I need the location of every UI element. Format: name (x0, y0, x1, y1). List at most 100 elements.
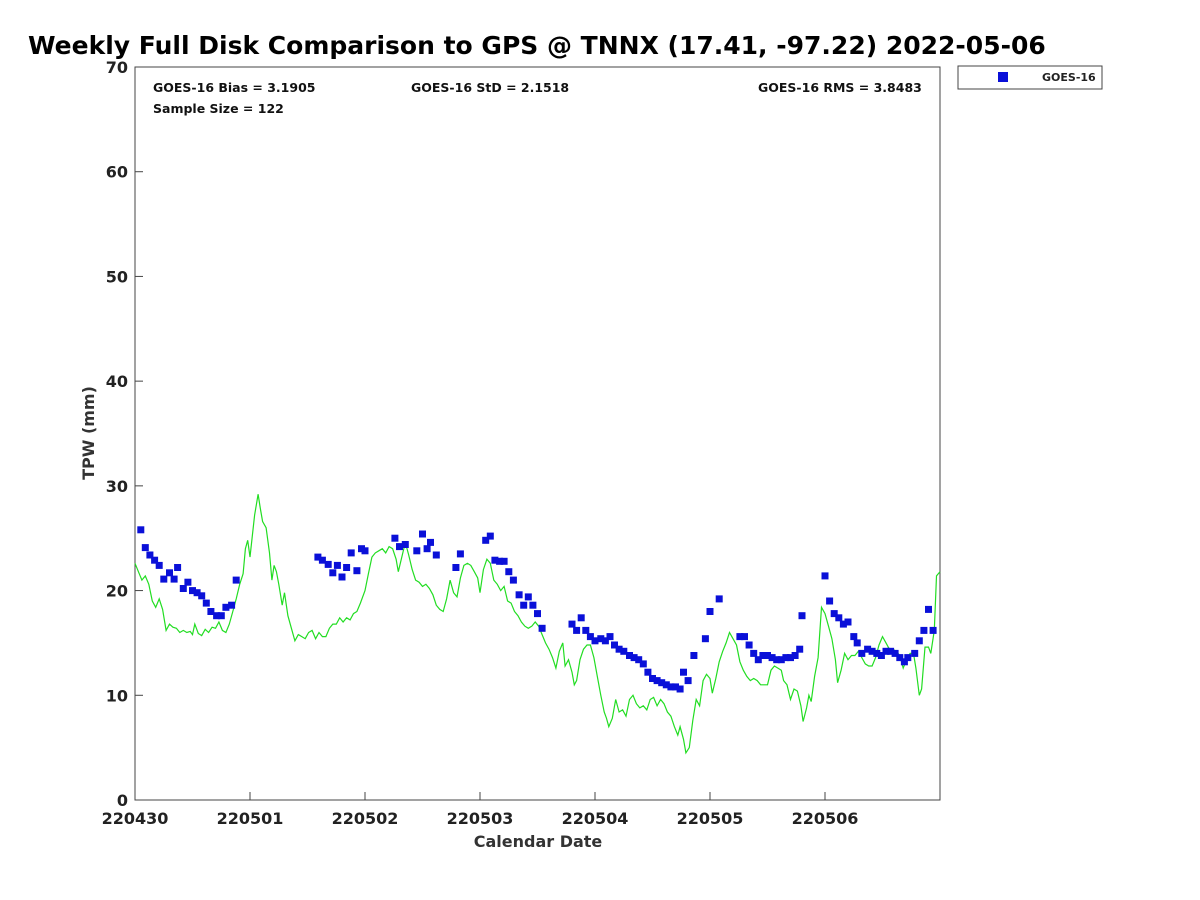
goes16-point (586, 633, 594, 641)
goes16-point (821, 572, 829, 580)
stat-rms: GOES-16 RMS = 3.8483 (758, 80, 922, 95)
gps-series-line (134, 494, 941, 755)
goes16-point (896, 654, 904, 662)
goes16-point (582, 626, 590, 634)
goes16-point (891, 649, 899, 657)
y-tick-label: 70 (106, 58, 128, 77)
stat-std: GOES-16 StD = 2.1518 (411, 80, 569, 95)
goes16-point (333, 561, 341, 569)
goes16-point (222, 603, 230, 611)
goes16-point (764, 652, 771, 659)
x-tick-label: 220504 (562, 809, 629, 828)
goes16-point (482, 536, 490, 544)
x-tick-label: 220505 (677, 809, 744, 828)
goes16-point (361, 547, 369, 555)
goes16-point (662, 681, 670, 689)
y-tick-label: 40 (106, 372, 128, 391)
goes16-point (601, 637, 609, 645)
goes16-point (491, 556, 499, 564)
goes16-point (653, 677, 661, 685)
goes16-point (520, 601, 528, 609)
goes16-point (353, 567, 361, 575)
goes16-point (672, 683, 679, 691)
goes16-point (591, 637, 599, 645)
stat-bias: GOES-16 Bias = 3.1905 (153, 80, 315, 95)
goes16-point (324, 560, 332, 568)
goes16-point (667, 683, 675, 691)
goes16-point (174, 564, 182, 571)
goes16-point (745, 641, 753, 649)
goes16-point (887, 647, 895, 655)
y-axis-label: TPW (mm) (79, 386, 98, 480)
goes16-point (741, 633, 748, 641)
legend-label-goes16: GOES-16 (1042, 71, 1096, 84)
goes16-point (198, 592, 206, 600)
goes16-point (850, 633, 858, 641)
goes16-point (925, 605, 932, 613)
stats-panel: GOES-16 Bias = 3.1905 GOES-16 StD = 2.15… (153, 80, 922, 116)
x-tick-label: 220503 (447, 809, 514, 828)
goes16-point (232, 576, 240, 584)
y-tick-label: 60 (106, 163, 128, 182)
goes16-point (911, 649, 919, 657)
goes16-point (597, 635, 605, 643)
goes16-point (141, 544, 149, 552)
goes16-point (401, 541, 409, 548)
goes16-point (684, 677, 692, 685)
goes16-point (146, 551, 154, 559)
goes16-point (877, 652, 885, 659)
x-axis-label: Calendar Date (474, 832, 603, 851)
goes16-point (170, 575, 178, 583)
goes16-point (900, 658, 908, 666)
goes16-point (606, 633, 614, 641)
goes16-point (166, 569, 173, 577)
goes16-point (423, 545, 431, 553)
legend-box (957, 65, 1103, 90)
goes16-point (615, 645, 623, 653)
goes16-point (347, 549, 355, 557)
goes16-point (798, 612, 806, 620)
goes16-point (573, 626, 581, 634)
goes16-point (524, 593, 532, 601)
goes16-point (391, 534, 399, 542)
gps-series (134, 494, 941, 755)
goes16-point (796, 645, 804, 653)
goes16-point (864, 645, 872, 653)
goes16-point (844, 618, 852, 626)
x-tick-label: 220502 (332, 809, 399, 828)
goes16-point (419, 530, 426, 538)
goes16-point (538, 624, 546, 632)
goes16-point (658, 679, 666, 687)
goes16-point (706, 608, 714, 615)
goes16-point (649, 675, 656, 682)
goes16-point (500, 557, 508, 565)
goes16-point (228, 601, 236, 609)
goes16-point (773, 656, 781, 664)
y-tick-label: 10 (106, 686, 128, 705)
goes16-point (690, 652, 698, 659)
goes16-point (427, 538, 434, 546)
goes16-point (715, 595, 723, 603)
goes16-point (189, 587, 196, 595)
goes16-point (577, 614, 585, 622)
goes16-point (432, 551, 440, 559)
x-axis: 220430 220501 220502 220503 220504 220505 2205… (102, 792, 859, 828)
goes16-point (644, 668, 652, 676)
legend: GOES-16 (957, 65, 1103, 90)
goes16-point (217, 612, 225, 620)
goes16-point (509, 576, 517, 584)
x-tick-label: 220430 (102, 809, 169, 828)
goes16-point (193, 589, 201, 597)
goes16-point (137, 526, 145, 534)
x-tick-label: 220506 (792, 809, 859, 828)
goes16-point (515, 591, 523, 599)
goes16-point (768, 654, 776, 662)
goes16-point (626, 652, 633, 659)
y-tick-label: 0 (117, 791, 128, 810)
goes16-point (620, 647, 628, 655)
goes16-point (858, 649, 866, 657)
goes16-point (787, 654, 794, 662)
goes16-point (151, 556, 159, 564)
goes16-point (456, 550, 464, 558)
goes16-point (791, 652, 799, 659)
